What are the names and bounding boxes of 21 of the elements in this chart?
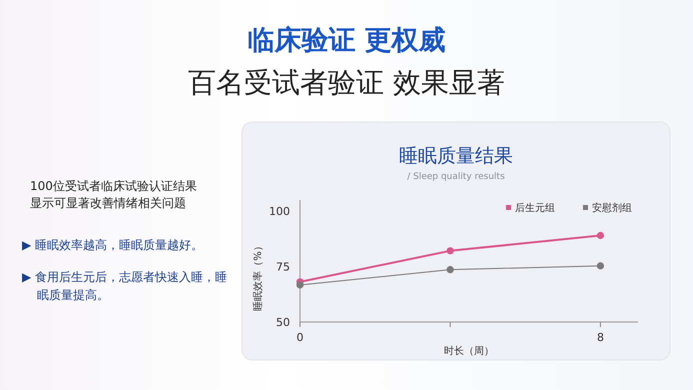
x-tick-label: 8 bbox=[596, 331, 604, 344]
legend-label: 安慰剂组 bbox=[592, 202, 632, 214]
point bbox=[596, 262, 604, 270]
point bbox=[446, 266, 454, 274]
point bbox=[596, 232, 604, 240]
y-tick-label: 50 bbox=[276, 316, 290, 329]
x-axis-title: 时长（周） bbox=[444, 345, 494, 357]
text: 百名受试者验证 效果显著 bbox=[187, 65, 506, 101]
y-tick-label: 100 bbox=[269, 205, 290, 218]
point bbox=[296, 281, 304, 289]
y-tick-label: 75 bbox=[276, 260, 290, 274]
text: ▶ 睡眠效率越高，睡眠质量越好。 bbox=[22, 237, 204, 254]
y-axis-title: 睡眠效率（%） bbox=[252, 241, 264, 311]
text: 100位受试者临床试验认证结果显示可显著改善情绪相关问题 bbox=[30, 178, 198, 212]
chart-title: 睡眠质量结果 bbox=[399, 145, 513, 167]
legend-label: 后生元组 bbox=[515, 202, 555, 214]
text: ▶ 食用后生元后，志愿者快速入睡，睡眠质量提高。 bbox=[22, 269, 228, 304]
chart-subtitle: / Sleep quality results bbox=[407, 172, 506, 182]
x-tick-label: 0 bbox=[296, 331, 304, 344]
point bbox=[446, 247, 454, 254]
text: 临床验证 更权威 bbox=[246, 24, 447, 58]
